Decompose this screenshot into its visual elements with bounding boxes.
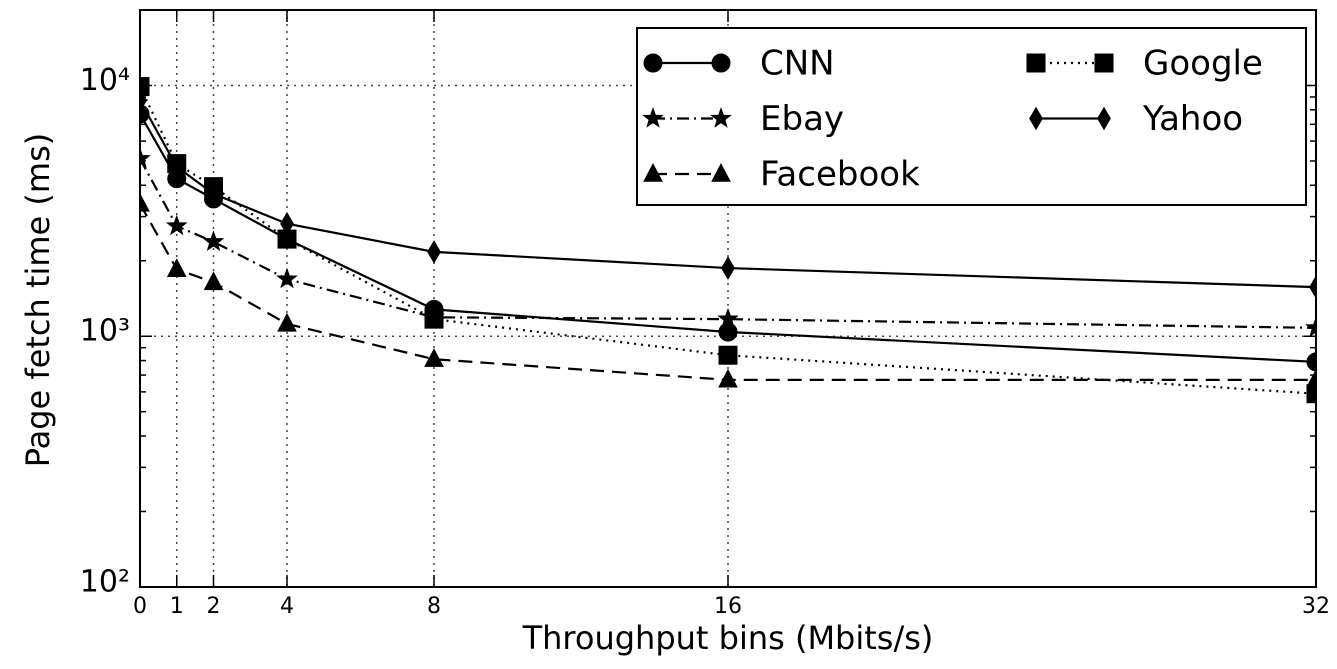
marker [203, 271, 224, 291]
marker [165, 214, 188, 236]
marker [717, 307, 739, 329]
marker [166, 258, 187, 277]
marker [1306, 352, 1316, 372]
legend-marker [711, 163, 731, 182]
marker [1305, 316, 1316, 338]
legend-marker [643, 163, 663, 182]
marker [1309, 275, 1316, 299]
legend-label: Google [1143, 44, 1263, 84]
marker [718, 345, 738, 365]
x-tick-label: 2 [207, 594, 221, 619]
marker [718, 322, 738, 342]
marker [169, 154, 184, 179]
y-axis-label: Page fetch time (ms) [19, 133, 57, 467]
legend-marker [1029, 106, 1043, 131]
x-tick-label: 16 [714, 594, 742, 619]
marker [424, 348, 444, 367]
legend-label: CNN [760, 44, 835, 84]
x-tick-label: 0 [133, 594, 147, 619]
marker [140, 88, 147, 113]
marker [718, 368, 738, 388]
legend-marker [1026, 53, 1046, 73]
marker [277, 312, 297, 332]
marker [280, 211, 294, 236]
plot-area [140, 77, 1316, 404]
y-tick-label: 10⁴ [80, 63, 130, 98]
x-tick-label: 1 [170, 594, 184, 619]
x-axis-label: Throughput bins (Mbits/s) [522, 619, 934, 657]
legend-marker [1094, 53, 1114, 73]
plot-frame [139, 9, 1317, 588]
legend-marker [710, 107, 732, 128]
marker [721, 256, 735, 280]
x-tick-label: 8 [427, 594, 441, 619]
legend-box [636, 27, 1307, 206]
marker [427, 240, 441, 264]
legend-marker [711, 53, 731, 73]
y-tick-label: 10³ [80, 314, 130, 349]
legend-label: Ebay [760, 99, 844, 139]
marker [1306, 384, 1316, 404]
legend-label: Yahoo [1142, 99, 1243, 139]
marker [140, 104, 150, 124]
marker [140, 77, 150, 97]
marker [206, 181, 221, 206]
marker [1306, 368, 1316, 388]
marker [276, 267, 298, 289]
marker [424, 309, 444, 329]
legend-marker [643, 53, 663, 73]
legend-label: Facebook [760, 155, 920, 195]
marker [140, 192, 150, 212]
x-tick-label: 32 [1302, 594, 1330, 619]
y-tick-label: 10² [80, 565, 130, 600]
x-tick-label: 4 [280, 594, 294, 619]
marker [140, 147, 151, 169]
legend-marker [1097, 106, 1111, 131]
marker [202, 230, 225, 252]
legend-marker [642, 107, 664, 128]
